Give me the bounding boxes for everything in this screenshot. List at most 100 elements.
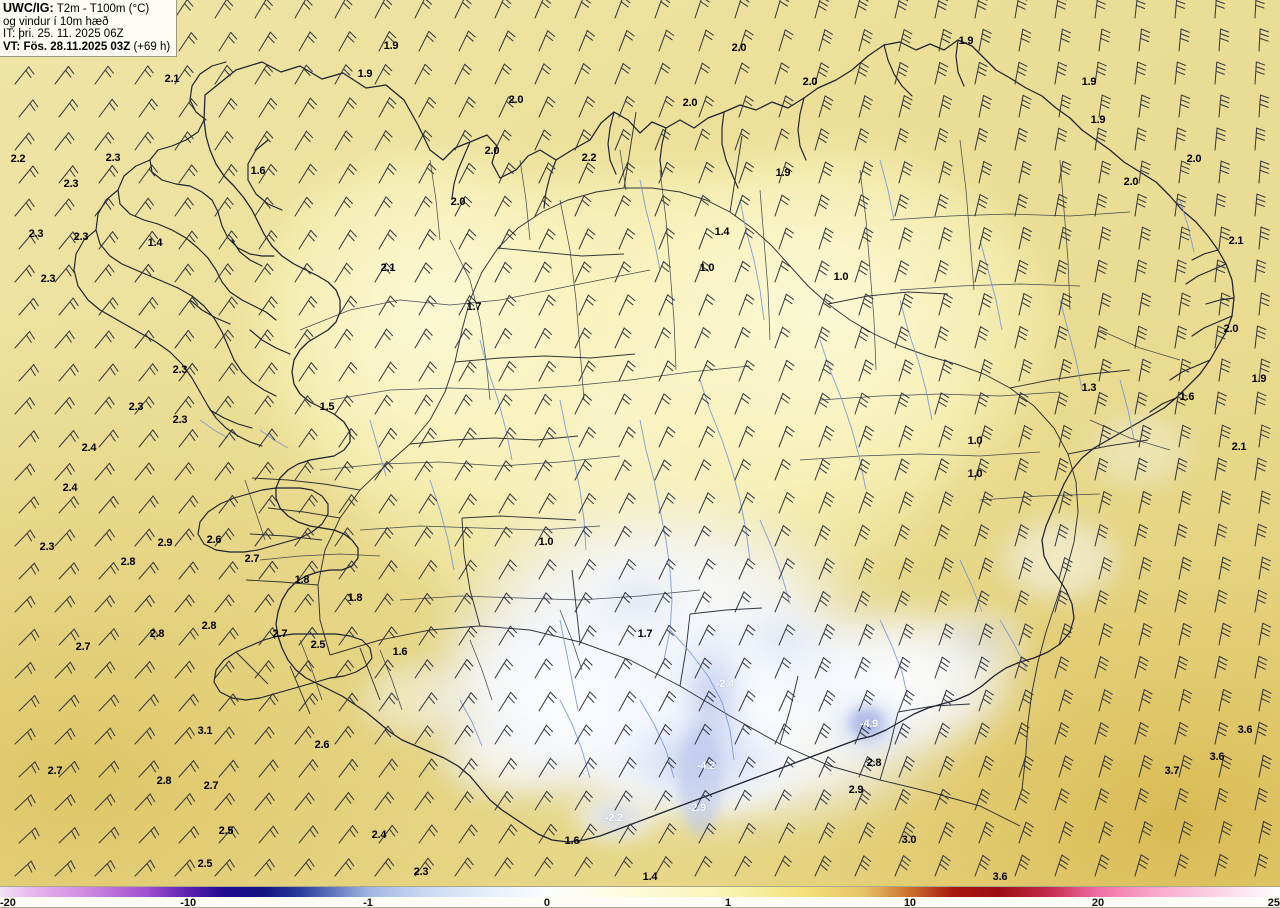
temperature-value-label: -4.2 <box>696 760 716 772</box>
temperature-value-label: 2.0 <box>731 42 747 54</box>
colorbar-tick-neg20: -20 <box>0 897 16 908</box>
temperature-value-label: 1.0 <box>538 536 554 548</box>
temperature-value-label: 3.6 <box>992 871 1008 883</box>
temperature-value-label: 1.4 <box>642 871 658 883</box>
temperature-value-label: 2.0 <box>1186 153 1202 165</box>
temperature-value-label: 2.2 <box>581 152 597 164</box>
colorbar-tick-labels: -20 -10 -1 0 1 10 20 25 <box>0 897 1280 908</box>
temperature-value-label: 2.3 <box>28 228 44 240</box>
temperature-value-label: 2.7 <box>244 553 260 565</box>
temperature-value-label: 2.0 <box>508 94 524 106</box>
colorbar-tick-neg10: -10 <box>180 897 197 908</box>
colorbar[interactable]: -20 -10 -1 0 1 10 20 25 <box>0 886 1280 908</box>
temperature-value-label: 2.7 <box>272 628 288 640</box>
temperature-value-label: 2.8 <box>201 620 217 632</box>
temperature-value-label: 2.4 <box>62 482 78 494</box>
temperature-value-label: -2.4 <box>715 678 735 690</box>
colorbar-tick-0: 0 <box>543 897 550 908</box>
temperature-value-label: -2.9 <box>687 802 707 814</box>
temperature-value-label: 1.6 <box>392 646 408 658</box>
temperature-value-label: 2.5 <box>310 639 326 651</box>
colorbar-tick-1: 1 <box>725 897 732 908</box>
temperature-value-label: 1.9 <box>383 40 399 52</box>
temperature-value-label: 1.6 <box>250 165 266 177</box>
temperature-value-label: 2.5 <box>197 858 213 870</box>
temperature-value-label: 2.8 <box>866 757 882 769</box>
temperature-value-label: 1.5 <box>319 401 335 413</box>
temperature-value-label: 1.0 <box>833 271 849 283</box>
info-init-label: IT: <box>3 28 16 41</box>
info-line-valid: VT: Fös. 28.11.2025 03Z (+69 h) <box>3 41 170 54</box>
temperature-value-label: 1.0 <box>967 435 983 447</box>
temperature-value-label: 2.0 <box>484 145 500 157</box>
temperature-value-label: 3.1 <box>197 725 213 737</box>
colorbar-tick-neg1: -1 <box>363 897 373 908</box>
colorbar-tick-10: 10 <box>903 897 917 908</box>
temperature-value-label: 1.9 <box>357 68 373 80</box>
temperature-value-label: -4.9 <box>859 718 879 730</box>
temperature-value-label: 2.3 <box>63 178 79 190</box>
temperature-value-label: 2.8 <box>120 556 136 568</box>
temperature-value-label: 1.8 <box>347 592 363 604</box>
info-init-value: þri. 25. 11. 2025 06Z <box>18 28 124 41</box>
temperature-value-label: 2.3 <box>73 231 89 243</box>
temperature-value-label: 2.0 <box>1223 323 1239 335</box>
temperature-value-label: 2.7 <box>203 780 219 792</box>
info-line-field: UWC/IG: T2m - T100m (°C) <box>3 2 170 16</box>
temperature-value-label: 1.0 <box>699 262 715 274</box>
temperature-value-label: 2.6 <box>314 739 330 751</box>
temperature-value-label: 2.1 <box>1231 441 1247 453</box>
temperature-value-label: 1.0 <box>967 468 983 480</box>
temperature-value-label: 2.7 <box>47 765 63 777</box>
info-valid-value: Fös. 28.11.2025 03Z <box>23 40 131 53</box>
info-line-init: IT: þri. 25. 11. 2025 06Z <box>3 28 170 41</box>
temperature-value-label: 2.4 <box>81 442 97 454</box>
temperature-value-label: 2.4 <box>371 829 387 841</box>
temperature-value-label: 1.9 <box>958 35 974 47</box>
temperature-value-label: 2.6 <box>206 534 222 546</box>
info-lead-time: (+69 h) <box>133 40 171 53</box>
map-info-box: UWC/IG: T2m - T100m (°C) og vindur í 10m… <box>0 0 178 58</box>
temperature-value-label: 1.9 <box>1090 114 1106 126</box>
temperature-value-label: 3.7 <box>1164 765 1180 777</box>
map-svg <box>0 0 1280 886</box>
temperature-value-label: 2.8 <box>149 628 165 640</box>
temperature-value-label: 2.0 <box>1123 176 1139 188</box>
info-line-wind: og vindur í 10m hæð <box>3 15 109 28</box>
temperature-value-label: 1.7 <box>637 628 653 640</box>
temperature-value-label: 1.7 <box>466 301 482 313</box>
colorbar-tick-20: 20 <box>1091 897 1105 908</box>
temperature-value-label: 3.6 <box>1209 751 1225 763</box>
temperature-value-label: 1.8 <box>294 574 310 586</box>
temperature-value-label: 2.1 <box>1228 235 1244 247</box>
temperature-value-label: 2.1 <box>380 262 396 274</box>
temperature-value-label: 1.6 <box>564 835 580 847</box>
temperature-value-label: 3.6 <box>1237 724 1253 736</box>
colorbar-gradient <box>0 887 1280 897</box>
temperature-value-label: 2.9 <box>157 537 173 549</box>
temperature-value-label: 2.0 <box>802 76 818 88</box>
temperature-value-label: 2.1 <box>164 73 180 85</box>
temperature-value-label: 1.4 <box>714 226 730 238</box>
temperature-value-label: 1.9 <box>1081 76 1097 88</box>
temperature-value-label: 2.3 <box>172 364 188 376</box>
temperature-value-label: 1.6 <box>1179 391 1195 403</box>
temperature-value-label: 2.2 <box>10 153 26 165</box>
info-field-label: T2m - T100m (°C) <box>56 3 150 15</box>
temperature-value-label: 2.5 <box>218 825 234 837</box>
map-canvas[interactable]: 2.2 2.3 2.3 2.3 2.3 2.3 2.3 2.3 2.3 2.4 2.4 2.3 2.8 2… <box>0 0 1280 886</box>
temperature-value-label: 2.3 <box>40 273 56 285</box>
temperature-value-label: 2.0 <box>682 97 698 109</box>
temperature-value-label: 2.3 <box>172 414 188 426</box>
temperature-value-label: 2.3 <box>39 541 55 553</box>
temperature-value-label: 1.4 <box>147 237 163 249</box>
temperature-value-label: 2.3 <box>128 401 144 413</box>
temperature-value-label: 2.8 <box>156 775 172 787</box>
temperature-value-label: 3.0 <box>901 834 917 846</box>
temperature-value-label: 1.3 <box>1081 382 1097 394</box>
temperature-value-label: -2.2 <box>604 812 624 824</box>
temperature-value-label: 2.9 <box>848 784 864 796</box>
info-source-label: UWC/IG: <box>3 1 54 15</box>
info-valid-label: VT: <box>3 40 21 53</box>
